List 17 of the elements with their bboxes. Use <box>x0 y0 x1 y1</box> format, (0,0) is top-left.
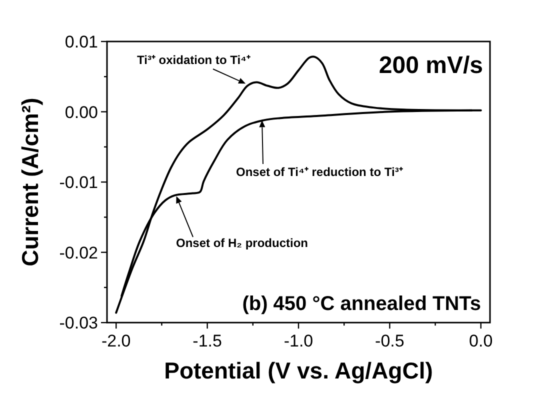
x-tick-label: -1.5 <box>192 332 222 351</box>
annotation: (b) 450 °C annealed TNTs <box>242 293 481 315</box>
annotation: 200 mV/s <box>378 52 483 79</box>
x-tick-label: 0.0 <box>469 332 493 351</box>
y-axis-title: Current (A/cm²) <box>17 98 43 266</box>
annotation: Ti³⁺ oxidation to Ti⁴⁺ <box>137 53 250 67</box>
x-tick-label: -0.5 <box>375 332 404 351</box>
y-tick-label: 0.00 <box>64 102 98 122</box>
x-axis-title: Potential (V vs. Ag/AgCl) <box>164 358 433 384</box>
annotation: Onset of H₂ production <box>176 236 308 250</box>
y-tick-label: -0.03 <box>59 314 98 333</box>
y-tick-label: -0.01 <box>59 173 98 192</box>
y-tick-label: 0.01 <box>64 32 98 52</box>
x-tick-label: -2.0 <box>101 332 131 351</box>
y-tick-label: -0.02 <box>59 243 98 262</box>
annotation: Onset of Ti⁴⁺ reduction to Ti³⁺ <box>236 165 403 179</box>
x-tick-label: -1.0 <box>284 332 314 351</box>
